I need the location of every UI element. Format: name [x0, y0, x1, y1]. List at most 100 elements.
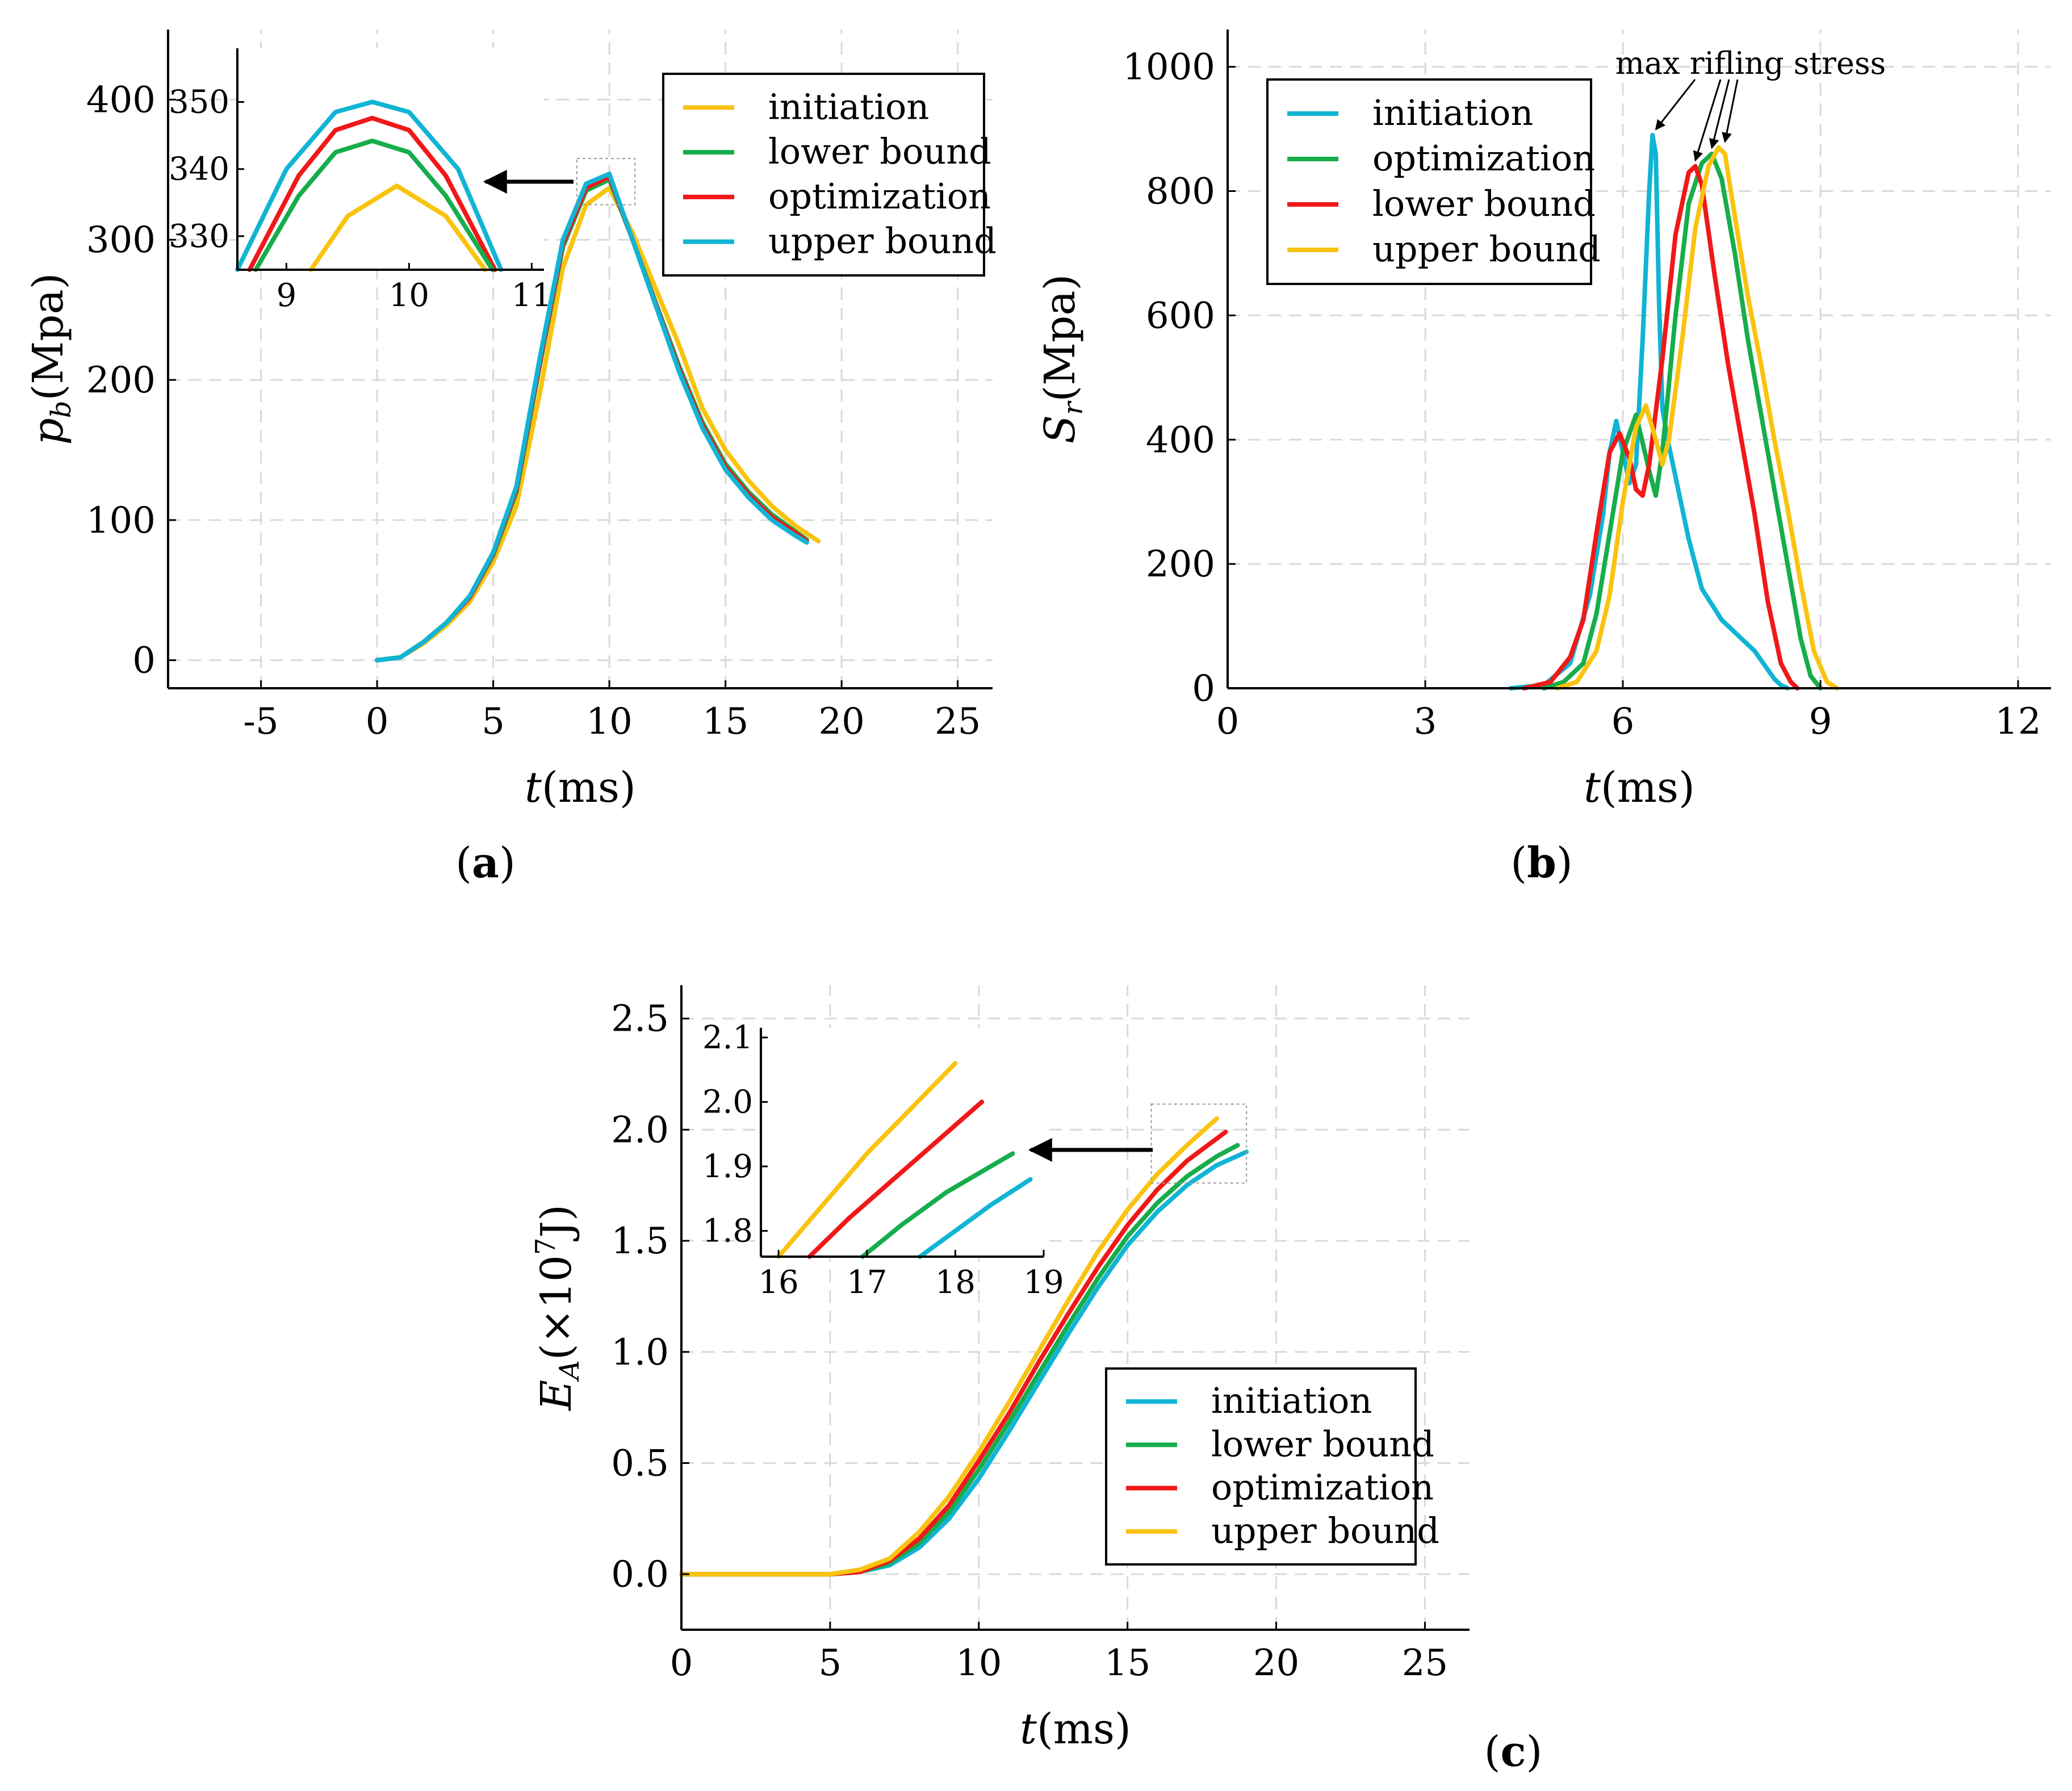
series-line-optimization — [1541, 151, 1823, 691]
y-tick-label: 600 — [1146, 295, 1215, 337]
x-tick-label: 0 — [1216, 701, 1240, 743]
legend-label: optimization — [1372, 137, 1595, 179]
x-axis-label-unit: (ms) — [542, 763, 636, 812]
y-tick-label: 400 — [86, 79, 156, 121]
x-tick-label: 20 — [1253, 1642, 1299, 1684]
y-axis-label-var: p — [24, 418, 73, 445]
panel-label-open: ( — [455, 839, 472, 888]
inset-series-optimization — [807, 1099, 985, 1259]
panel-b: 0 3 6 9 12 0 200 400 600 800 1000 t(ms) Sr(Mpa) (b) in… — [1036, 30, 2051, 888]
inset-series-initiation — [918, 1177, 1033, 1259]
x-axis-label-var: t — [525, 763, 542, 812]
panel-label-letter: c — [1500, 1727, 1526, 1776]
x-tick-label: 6 — [1611, 701, 1635, 743]
annotation-text: max rifling stress — [1615, 45, 1886, 81]
annotation-arrow — [1722, 79, 1739, 143]
y-axis-label-sub: A — [554, 1360, 585, 1382]
panel-c: 0 5 10 15 20 25 0.0 0.5 1.0 1.5 2.0 2.5 t(ms) EA(×107… — [530, 985, 1542, 1776]
y-axis-label-sup: 7 — [530, 1238, 562, 1256]
legend-item: optimization — [1287, 137, 1595, 179]
inset-y-tick-label: 2.1 — [702, 1019, 753, 1056]
legend-label: initiation — [768, 86, 929, 127]
y-tick-label: 0 — [132, 640, 156, 682]
inset-series-lower-bound — [253, 139, 495, 272]
x-tick-label: 10 — [586, 701, 632, 743]
inset-series-initiation — [308, 183, 488, 272]
panel-label-open: ( — [1484, 1727, 1501, 1776]
legend-label: initiation — [1211, 1380, 1372, 1421]
x-tick-label: 25 — [1402, 1642, 1448, 1684]
series-group — [679, 1116, 1249, 1577]
annotation-arrow — [1693, 79, 1722, 162]
legend-label: lower bound — [1211, 1423, 1434, 1464]
panel-label: (a) — [455, 839, 516, 888]
inset-x-tick-label: 16 — [758, 1264, 798, 1301]
inset-x-tick-label: 18 — [935, 1264, 976, 1301]
inset-y-tick-label: 1.9 — [702, 1148, 753, 1185]
panel-label: (c) — [1484, 1727, 1543, 1776]
x-tick-label: 0 — [670, 1642, 693, 1684]
legend-label: optimization — [1211, 1467, 1434, 1508]
inset-series-optimization — [247, 115, 497, 272]
legend-item: optimization — [683, 175, 991, 217]
legend-item: initiation — [1126, 1380, 1372, 1421]
y-tick-label: 800 — [1146, 171, 1215, 213]
y-tick-label: 300 — [86, 219, 156, 261]
legend-item: initiation — [683, 86, 929, 127]
inset-background — [761, 1028, 1044, 1257]
x-tick-label: 25 — [935, 701, 981, 743]
panel-label-open: ( — [1510, 839, 1527, 888]
inset-series-upper-bound — [776, 1061, 958, 1259]
annotation-arrow — [1709, 79, 1730, 149]
y-axis-label-var: E — [532, 1380, 581, 1412]
legend-item: lower bound — [1126, 1423, 1434, 1464]
x-tick-label: -5 — [243, 701, 278, 743]
x-axis-label: t(ms) — [525, 763, 636, 812]
inset-x-tick-label: 11 — [512, 277, 552, 314]
inset-y-tick-label: 1.8 — [702, 1213, 753, 1250]
y-axis-label-unit: (Mpa) — [1036, 274, 1085, 402]
y-tick-label: 2.5 — [611, 998, 669, 1040]
x-tick-label: 20 — [818, 701, 864, 743]
zoom-region-box — [576, 158, 636, 206]
panel-label: (b) — [1510, 839, 1573, 888]
inset-x-tick-label: 19 — [1023, 1264, 1064, 1301]
inset-series-upper-bound — [235, 99, 504, 272]
inset-y-tick-label: 2.0 — [702, 1084, 753, 1121]
series-line-upper-bound — [375, 171, 809, 663]
x-tick-label: 0 — [366, 701, 389, 743]
inset-x-tick-label: 9 — [277, 277, 297, 314]
legend-item: upper bound — [1287, 228, 1601, 270]
legend-item: optimization — [1126, 1467, 1434, 1508]
legend-label: initiation — [1372, 92, 1533, 133]
zoom-region-box — [1150, 1103, 1248, 1184]
inset-background — [237, 48, 544, 270]
x-tick-label: 10 — [956, 1642, 1002, 1684]
inset-y-tick-label: 330 — [169, 218, 229, 255]
y-tick-label: 0 — [1192, 668, 1215, 710]
y-tick-label: 100 — [86, 500, 156, 542]
x-axis-label: t(ms) — [1020, 1705, 1131, 1754]
y-tick-label: 0.5 — [611, 1442, 669, 1484]
legend-item: initiation — [1287, 92, 1533, 133]
series-group — [1508, 133, 1839, 691]
x-tick-label: 15 — [1104, 1642, 1150, 1684]
inset: 9 10 11 330 340 350 — [169, 48, 552, 314]
series-line-lower-bound — [1522, 164, 1800, 691]
legend-item: upper bound — [1126, 1510, 1439, 1551]
x-axis-label: t(ms) — [1584, 763, 1695, 812]
y-tick-label: 200 — [86, 359, 156, 401]
y-axis-label-unit: (×10 — [532, 1255, 581, 1360]
legend-item: lower bound — [683, 131, 991, 172]
inset-y-tick-label: 350 — [169, 84, 229, 121]
panel-label-close: ) — [1526, 1727, 1543, 1776]
y-axis-label: EA(×107J) — [530, 1204, 585, 1412]
y-tick-label: 200 — [1146, 543, 1215, 585]
panel-label-letter: a — [472, 839, 499, 888]
panel-a: -5 0 5 10 15 20 25 0 100 200 300 400 t(ms) pb(Mpa) (a)… — [24, 30, 997, 888]
y-axis-label-unit-end: J) — [532, 1204, 581, 1242]
series-line-upper-bound — [1555, 145, 1839, 691]
